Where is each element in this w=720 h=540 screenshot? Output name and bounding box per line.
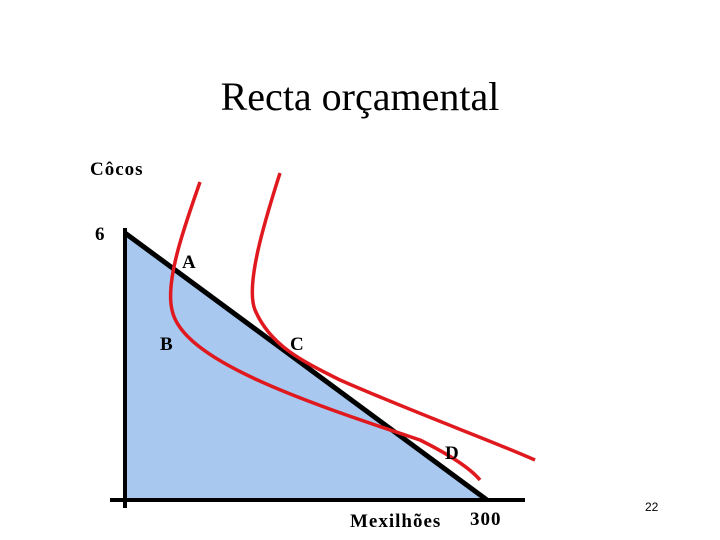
indifference-curve-1 — [168, 181, 482, 482]
x-axis-label: Mexilhões — [350, 511, 441, 532]
y-axis-label: Côcos — [90, 159, 144, 180]
x-intercept-label: 300 — [470, 509, 502, 530]
point-label: B — [160, 334, 174, 355]
y-intercept-label: 6 — [95, 224, 106, 245]
budget-line — [123, 230, 489, 503]
point-label: C — [290, 334, 305, 355]
page-number: 22 — [645, 500, 659, 514]
point-label: D — [445, 443, 460, 464]
slide-title: Recta orçamental — [221, 74, 500, 119]
indifference-curve-2 — [250, 172, 536, 462]
point-label: A — [182, 252, 197, 273]
